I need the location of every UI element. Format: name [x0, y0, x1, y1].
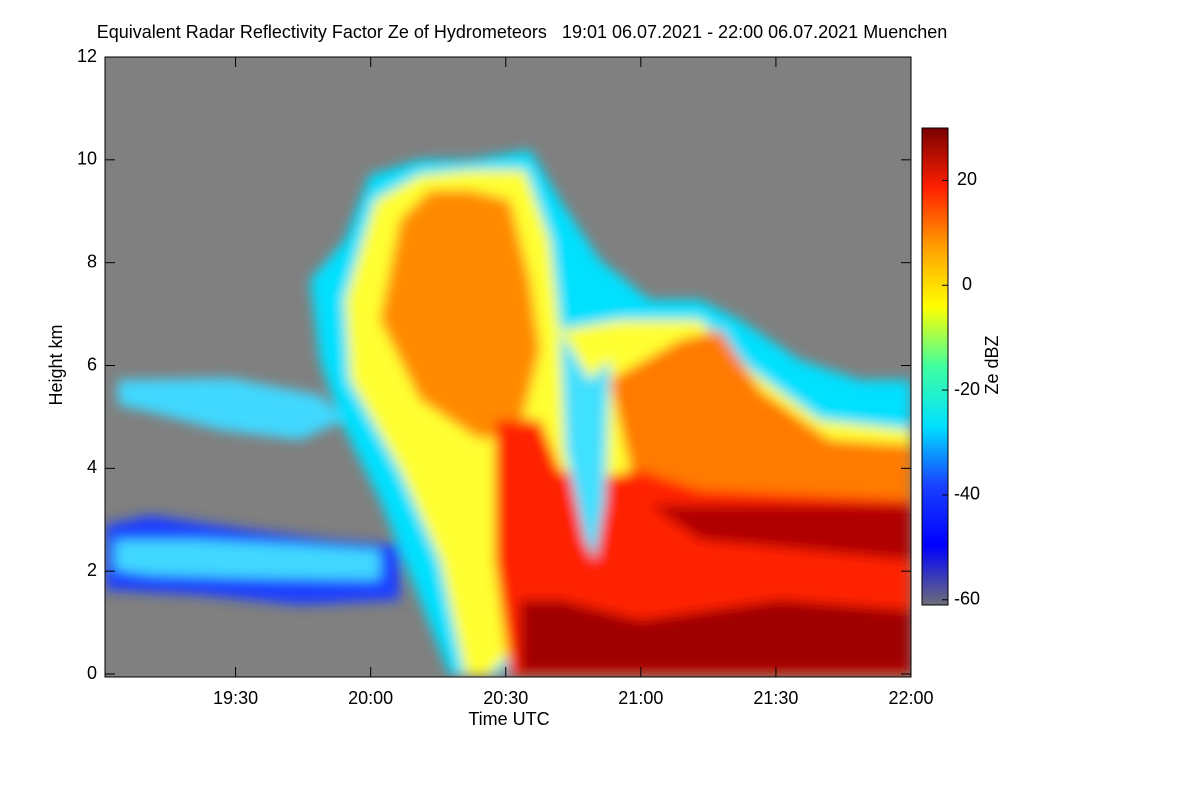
storm-core-left: [380, 190, 540, 440]
x-tick-label: 20:00: [348, 688, 393, 708]
colorbar-tick-label: -40: [954, 484, 980, 504]
x-tick-label: 20:30: [483, 688, 528, 708]
colorbar-tick-label: 0: [962, 274, 972, 294]
x-tick-label: 21:00: [618, 688, 663, 708]
chart-title: Equivalent Radar Reflectivity Factor Ze …: [97, 22, 948, 42]
y-axis-label: Height km: [46, 324, 66, 405]
storm-core-right: [610, 330, 911, 510]
y-tick-label: 6: [87, 354, 97, 374]
colorbar: [921, 127, 949, 606]
y-tick-label: 10: [77, 149, 97, 169]
notch: [560, 330, 610, 560]
colorbar-tick-label: 20: [957, 169, 977, 189]
y-tick-label: 12: [77, 46, 97, 66]
colorbar-tick-label: -60: [954, 589, 980, 609]
x-tick-label: 21:30: [753, 688, 798, 708]
upper-layer: [118, 378, 345, 440]
melting-layer: [650, 505, 911, 560]
y-tick-label: 8: [87, 251, 97, 271]
reflectivity-field: [105, 150, 911, 675]
colorbar-tick-label: -20: [954, 379, 980, 399]
y-tick-label: 4: [87, 457, 97, 477]
colorbar-label: Ze dBZ: [982, 335, 1002, 394]
x-axis-label: Time UTC: [468, 709, 549, 729]
x-tick-label: 19:30: [213, 688, 258, 708]
y-tick-label: 0: [87, 663, 97, 683]
plot-frame: [104, 56, 912, 678]
low-layer: [115, 540, 380, 580]
heavy-rain: [520, 600, 911, 672]
x-tick-label: 22:00: [888, 688, 933, 708]
y-tick-label: 2: [87, 560, 97, 580]
